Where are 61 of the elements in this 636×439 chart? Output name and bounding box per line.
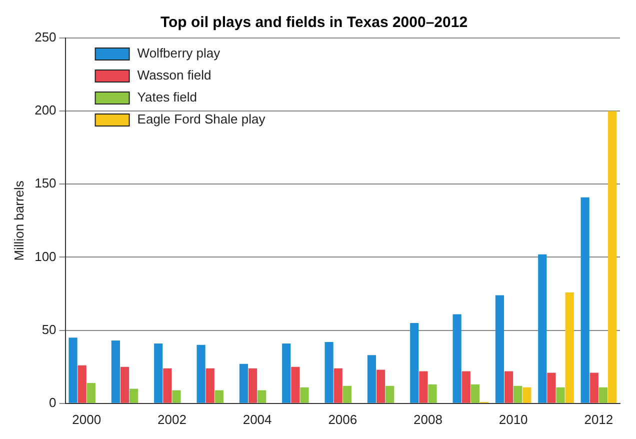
- bar: [282, 343, 291, 403]
- legend-label: Wasson field: [137, 68, 212, 83]
- bar: [556, 387, 565, 403]
- y-tick-label: 100: [34, 248, 56, 264]
- bar: [598, 387, 608, 403]
- bar: [547, 372, 556, 403]
- bar: [565, 292, 574, 403]
- bar: [386, 386, 394, 403]
- legend-label: Yates field: [137, 90, 198, 105]
- bar: [522, 387, 532, 403]
- bar: [495, 295, 504, 403]
- x-tick-label: 2008: [414, 412, 442, 427]
- bar: [324, 342, 334, 403]
- bar: [206, 368, 214, 403]
- bar: [248, 368, 258, 403]
- bar: [462, 371, 470, 403]
- bar: [196, 344, 206, 403]
- bar: [239, 364, 248, 403]
- x-tick-label: 2012: [584, 412, 614, 427]
- bar: [68, 338, 78, 403]
- y-tick-label: 50: [42, 322, 56, 337]
- bar: [214, 390, 224, 403]
- bar: [410, 323, 419, 403]
- chart-title: Top oil plays and fields in Texas 2000–2012: [160, 14, 468, 32]
- bar: [258, 390, 266, 403]
- bar: [78, 365, 86, 403]
- bar: [154, 343, 163, 403]
- bar: [452, 314, 462, 403]
- bar: [538, 254, 547, 403]
- x-tick-label: 2010: [498, 412, 528, 427]
- bar: [419, 371, 428, 403]
- y-tick-label: 0: [49, 394, 56, 410]
- x-tick-label: 2006: [328, 412, 358, 427]
- bar: [334, 368, 342, 403]
- bar: [342, 386, 352, 403]
- y-tick-label: 250: [34, 30, 56, 45]
- x-tick-label: 2004: [242, 412, 272, 427]
- y-tick-label: 200: [34, 102, 56, 118]
- bar: [111, 340, 120, 403]
- y-tick-label: 150: [34, 176, 56, 191]
- x-tick-label: 2002: [158, 412, 186, 427]
- bar: [376, 370, 386, 403]
- bar: [120, 366, 130, 403]
- y-axis-title: Million barrels: [11, 180, 26, 261]
- bar: [86, 382, 96, 403]
- bar: [504, 371, 514, 403]
- bar: [291, 366, 300, 403]
- bar: [470, 384, 480, 403]
- bar: [590, 372, 598, 403]
- bar: [172, 390, 181, 403]
- bar: [130, 388, 138, 403]
- bar: [367, 355, 376, 403]
- legend-label: Eagle Ford Shale play: [137, 112, 266, 127]
- legend-label: Wolfberry play: [137, 46, 221, 61]
- bar: [514, 386, 522, 403]
- bar: [163, 368, 172, 403]
- bar: [428, 384, 437, 403]
- bar: [580, 197, 590, 403]
- x-tick-label: 2000: [72, 412, 102, 427]
- bar: [608, 111, 617, 403]
- bar: [300, 387, 309, 403]
